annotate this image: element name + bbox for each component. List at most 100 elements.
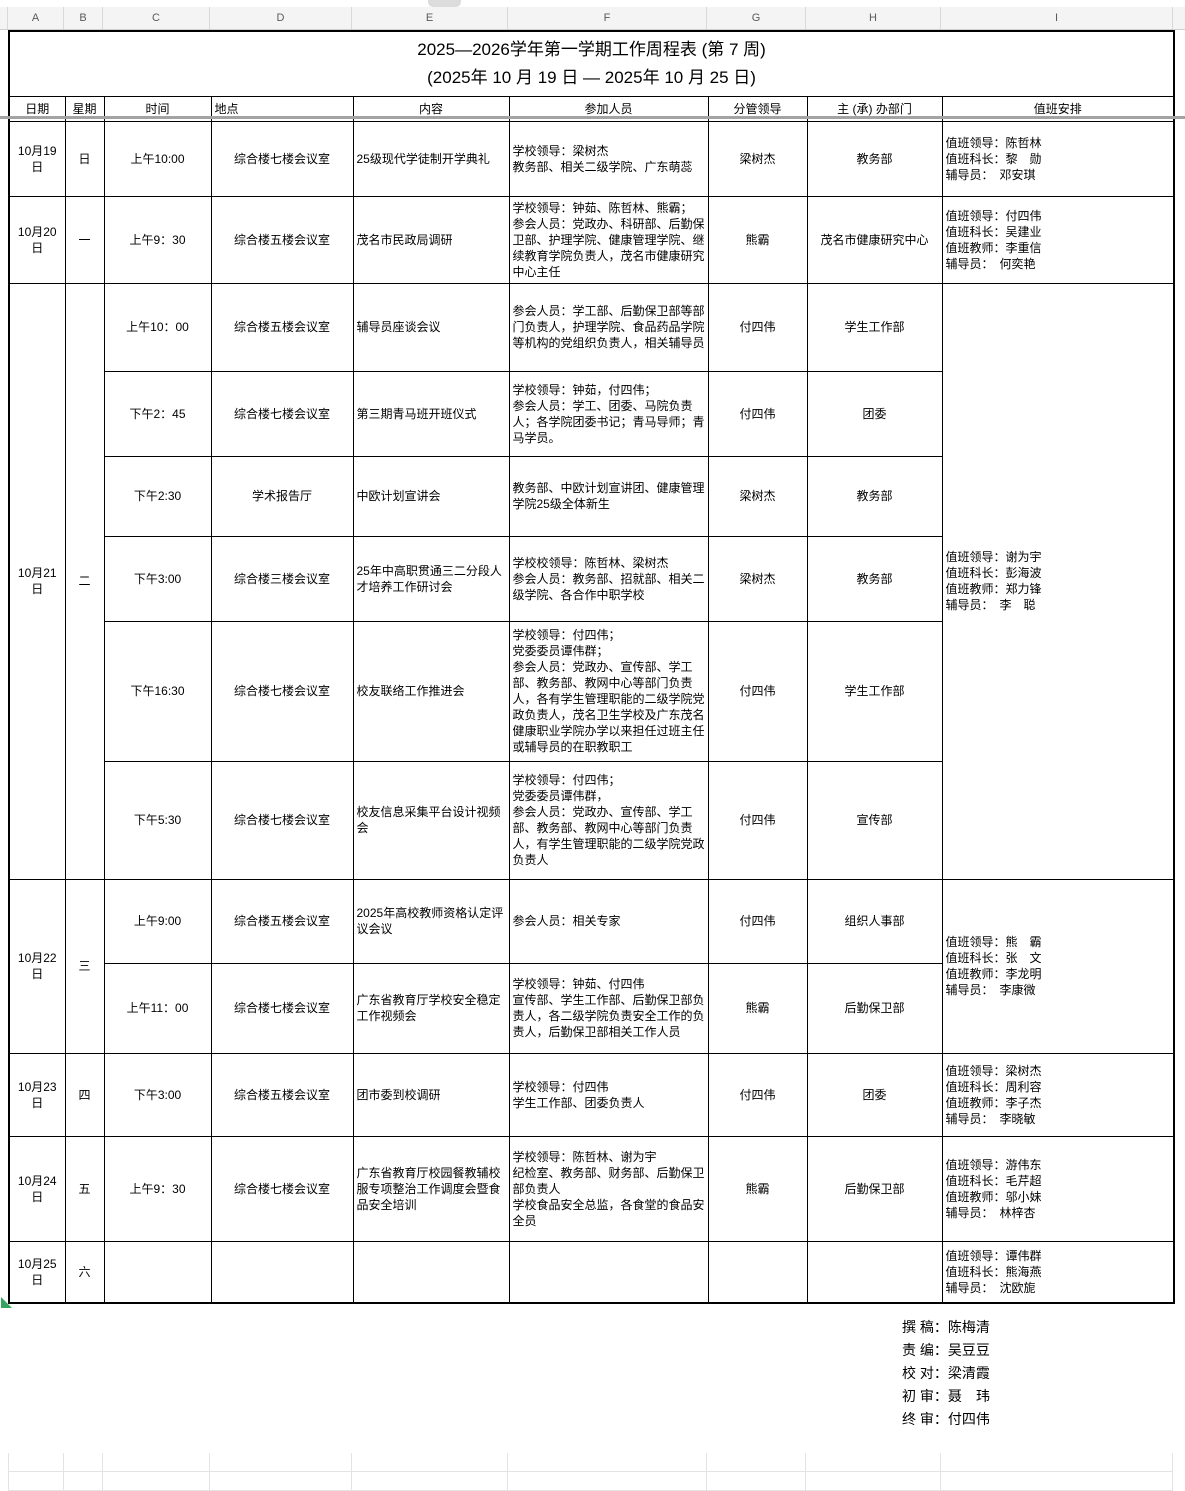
cell-participants[interactable]: 学校领导：陈哲林、谢为宇 纪检室、教务部、财务部、后勤保卫部负责人 学校食品安全…	[508, 1135, 709, 1242]
cell-time[interactable]: 下午5:30	[103, 760, 212, 880]
cell-participants[interactable]: 教务部、中欧计划宣讲团、健康管理学院25级全体新生	[508, 455, 709, 537]
empty-cell[interactable]	[508, 1453, 707, 1472]
empty-cell[interactable]	[210, 1453, 352, 1472]
cell-leader[interactable]: 付四伟	[707, 370, 808, 457]
cell-duty[interactable]: 值班领导：梁树杰 值班科长：周利容 值班教师：李子杰 辅导员： 李晓敏	[941, 1052, 1175, 1137]
cell-leader[interactable]: 付四伟	[707, 878, 808, 964]
cell-leader[interactable]: 熊霸	[707, 195, 808, 284]
cell-time[interactable]: 下午2:30	[103, 455, 212, 537]
cell-time[interactable]: 上午9:00	[103, 878, 212, 964]
signoff-final-review[interactable]: 终 审：付四伟	[902, 1411, 990, 1427]
cell-date[interactable]: 10月22日	[8, 878, 66, 1054]
empty-cell[interactable]	[210, 1472, 352, 1491]
cell-date[interactable]: 10月19日	[8, 120, 66, 197]
cell-location[interactable]: 综合楼七楼会议室	[210, 1135, 354, 1242]
empty-cell[interactable]	[103, 1472, 210, 1491]
cell-location[interactable]: 综合楼七楼会议室	[210, 120, 354, 197]
cell-content[interactable]: 校友联络工作推进会	[352, 620, 510, 762]
empty-cell[interactable]	[103, 1453, 210, 1472]
cell-department[interactable]: 教务部	[806, 120, 943, 197]
cell-duty[interactable]: 值班领导：付四伟 值班科长：吴建业 值班教师：李重信 辅导员： 何奕艳	[941, 195, 1175, 284]
cell-participants[interactable]: 学校校领导：陈哲林、梁树杰 参会人员：教务部、招就部、相关二级学院、各合作中职学…	[508, 535, 709, 622]
empty-cell[interactable]	[508, 1472, 707, 1491]
cell-content[interactable]: 25年中高职贯通三二分段人才培养工作研讨会	[352, 535, 510, 622]
cell-department[interactable]: 后勤保卫部	[806, 1135, 943, 1242]
cell-department[interactable]: 组织人事部	[806, 878, 943, 964]
cell-location[interactable]: 综合楼七楼会议室	[210, 760, 354, 880]
empty-cell[interactable]	[707, 1472, 806, 1491]
cell-participants[interactable]	[508, 1240, 709, 1304]
empty-cell[interactable]	[8, 1453, 64, 1472]
column-header-f[interactable]: F	[508, 7, 707, 29]
cell-week[interactable]: 日	[64, 120, 105, 197]
signoff-proofreader[interactable]: 校 对：梁清霞	[902, 1365, 990, 1381]
cell-participants[interactable]: 学校领导：钟茹、付四伟 宣传部、学生工作部、后勤保卫部负责人，各二级学院负责安全…	[508, 962, 709, 1054]
cell-participants[interactable]: 参会人员：相关专家	[508, 878, 709, 964]
cell-leader[interactable]: 熊霸	[707, 1135, 808, 1242]
cell-department[interactable]: 后勤保卫部	[806, 962, 943, 1054]
cell-time[interactable]: 下午3:00	[103, 1052, 212, 1137]
column-header-b[interactable]: B	[64, 7, 103, 29]
cell-participants[interactable]: 学校领导：钟茹、陈哲林、熊霸； 参会人员：党政办、科研部、后勤保卫部、护理学院、…	[508, 195, 709, 284]
cell-time[interactable]	[103, 1240, 212, 1304]
empty-cell[interactable]	[941, 1472, 1173, 1491]
cell-leader[interactable]: 梁树杰	[707, 455, 808, 537]
cell-department[interactable]: 团委	[806, 1052, 943, 1137]
column-header-e[interactable]: E	[352, 7, 508, 29]
cell-duty[interactable]: 值班领导：熊 霸 值班科长：张 文 值班教师：李龙明 辅导员： 李康微	[941, 878, 1175, 1054]
signoff-editor[interactable]: 责 编：吴豆豆	[902, 1342, 990, 1358]
cell-content[interactable]	[352, 1240, 510, 1304]
empty-cell[interactable]	[941, 1453, 1173, 1472]
cell-location[interactable]	[210, 1240, 354, 1304]
cell-department[interactable]: 教务部	[806, 535, 943, 622]
empty-cell[interactable]	[806, 1472, 941, 1491]
cell-duty[interactable]: 值班领导：游伟东 值班科长：毛芹超 值班教师：邬小妹 辅导员： 林梓杏	[941, 1135, 1175, 1242]
cell-location[interactable]: 综合楼五楼会议室	[210, 1052, 354, 1137]
cell-week[interactable]: 一	[64, 195, 105, 284]
column-header-d[interactable]: D	[210, 7, 352, 29]
cell-week[interactable]: 二	[64, 282, 105, 880]
column-header-c[interactable]: C	[103, 7, 210, 29]
cell-date[interactable]: 10月20日	[8, 195, 66, 284]
column-header-h[interactable]: H	[806, 7, 941, 29]
column-header-i[interactable]: I	[941, 7, 1173, 29]
signoff-first-review[interactable]: 初 审：聂 玮	[902, 1388, 990, 1404]
cell-department[interactable]: 宣传部	[806, 760, 943, 880]
cell-department[interactable]: 团委	[806, 370, 943, 457]
cell-date[interactable]: 10月25日	[8, 1240, 66, 1304]
cell-leader[interactable]: 付四伟	[707, 282, 808, 372]
cell-location[interactable]: 综合楼七楼会议室	[210, 370, 354, 457]
cell-time[interactable]: 上午11：00	[103, 962, 212, 1054]
cell-duty[interactable]: 值班领导：陈哲林 值班科长：黎 勋 辅导员： 邓安琪	[941, 120, 1175, 197]
cell-content[interactable]: 广东省教育厅校园餐教辅校服专项整治工作调度会暨食品安全培训	[352, 1135, 510, 1242]
empty-cell[interactable]	[352, 1472, 508, 1491]
column-header-g[interactable]: G	[707, 7, 806, 29]
cell-department[interactable]: 茂名市健康研究中心	[806, 195, 943, 284]
cell-week[interactable]: 六	[64, 1240, 105, 1304]
cell-leader[interactable]	[707, 1240, 808, 1304]
cell-content[interactable]: 校友信息采集平台设计视频会	[352, 760, 510, 880]
signoff-author[interactable]: 撰 稿：陈梅清	[902, 1319, 990, 1335]
title-cell[interactable]: 2025—2026学年第一学期工作周程表 (第 7 周) (2025年 10 月…	[8, 30, 1175, 97]
cell-participants[interactable]: 学校领导：梁树杰 教务部、相关二级学院、广东萌蕊	[508, 120, 709, 197]
cell-location[interactable]: 综合楼七楼会议室	[210, 620, 354, 762]
empty-cell[interactable]	[8, 1472, 64, 1491]
cell-content[interactable]: 广东省教育厅学校安全稳定工作视频会	[352, 962, 510, 1054]
cell-location[interactable]: 学术报告厅	[210, 455, 354, 537]
cell-leader[interactable]: 熊霸	[707, 962, 808, 1054]
empty-cell[interactable]	[352, 1453, 508, 1472]
cell-participants[interactable]: 参会人员：学工部、后勤保卫部等部门负责人，护理学院、食品药品学院等机构的党组织负…	[508, 282, 709, 372]
cell-content[interactable]: 中欧计划宣讲会	[352, 455, 510, 537]
empty-cell[interactable]	[806, 1453, 941, 1472]
empty-cell[interactable]	[707, 1453, 806, 1472]
cell-week[interactable]: 三	[64, 878, 105, 1054]
cell-time[interactable]: 上午9：30	[103, 195, 212, 284]
cell-leader[interactable]: 付四伟	[707, 620, 808, 762]
cell-content[interactable]: 团市委到校调研	[352, 1052, 510, 1137]
cell-department[interactable]: 教务部	[806, 455, 943, 537]
cell-content[interactable]: 25级现代学徒制开学典礼	[352, 120, 510, 197]
cell-time[interactable]: 下午3:00	[103, 535, 212, 622]
cell-department[interactable]	[806, 1240, 943, 1304]
cell-leader[interactable]: 付四伟	[707, 760, 808, 880]
cell-location[interactable]: 综合楼五楼会议室	[210, 878, 354, 964]
